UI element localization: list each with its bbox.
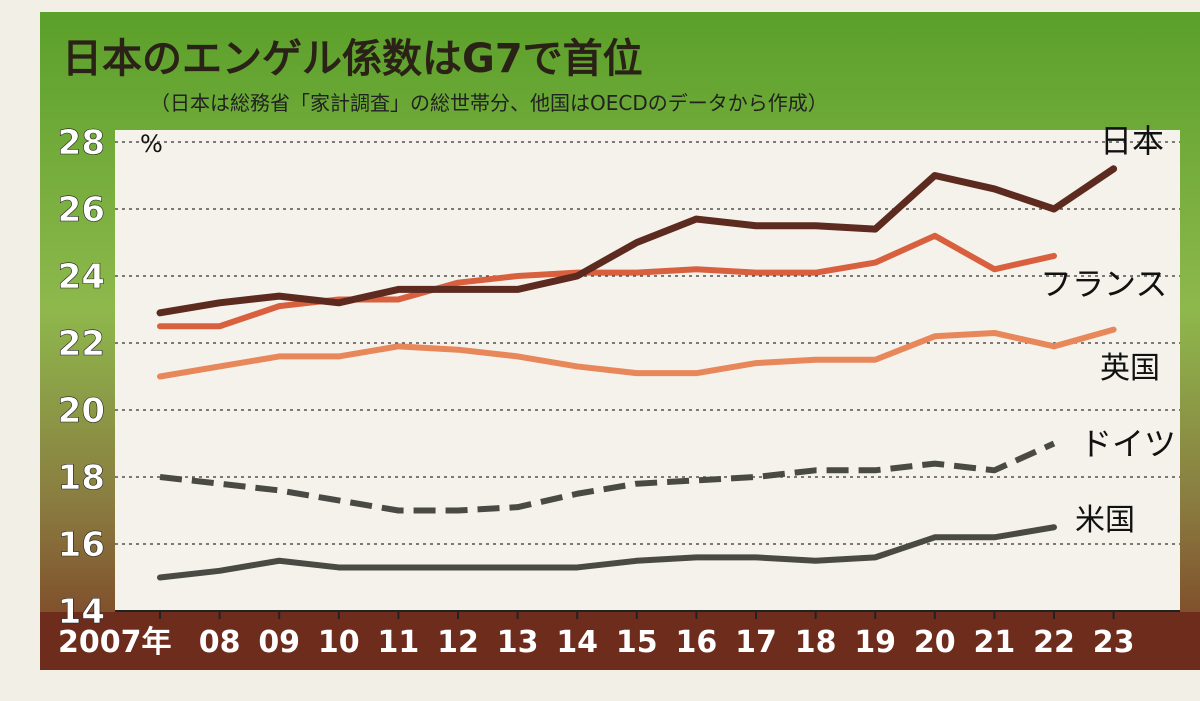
y-tick-label: 28	[58, 123, 105, 163]
y-tick-label: 16	[58, 525, 105, 565]
series-label: 英国	[1100, 351, 1160, 386]
series-lines	[156, 165, 1118, 581]
series-label: ドイツ	[1080, 425, 1176, 463]
y-tick-label: 22	[58, 324, 105, 364]
chart-title: 日本のエンゲル係数はG7で首位	[62, 36, 643, 82]
x-axis: 2007年 08 09 10 11 12 13 14 15 16 17 18 19 20 21 22 23	[58, 611, 1134, 660]
x-tick-label: 16	[676, 625, 718, 660]
series-line	[157, 524, 1057, 581]
y-tick-label: 18	[58, 458, 105, 498]
x-tick-label: 22	[1033, 625, 1075, 660]
x-tick-label: 12	[437, 625, 479, 660]
x-tick-label: 17	[735, 625, 777, 660]
plot-area	[115, 130, 1180, 610]
x-tick-label: 18	[795, 625, 837, 660]
series-label: 日本	[1100, 122, 1164, 160]
x-tick-label: 23	[1093, 625, 1135, 660]
x-tick-label: 2007年	[58, 625, 172, 660]
x-tick-label: 13	[497, 625, 539, 660]
x-axis-band	[40, 612, 1200, 670]
series-line	[156, 165, 1118, 317]
y-tick-label: 26	[58, 190, 105, 230]
chart-subtitle: （日本は総務省「家計調査」の総世帯分、他国はOECDのデータから作成）	[150, 91, 828, 115]
x-tick-label: 08	[199, 625, 241, 660]
y-tick-label: 14	[58, 592, 105, 632]
series-line	[159, 440, 1056, 514]
x-tick-label: 19	[854, 625, 896, 660]
y-tick-label: 24	[58, 257, 105, 297]
x-tick-label: 21	[974, 625, 1016, 660]
x-tick-label: 11	[378, 625, 420, 660]
y-unit-label: %	[140, 130, 163, 158]
y-axis: 14 16 18 20 22 24 26 28	[57, 123, 105, 633]
y-tick-label: 20	[58, 391, 105, 431]
series-label: 米国	[1075, 503, 1135, 538]
grid-lines	[115, 141, 1180, 612]
x-tick-label: 10	[318, 625, 360, 660]
series-label: フランス	[1040, 265, 1167, 303]
x-tick-label: 15	[616, 625, 658, 660]
series-line	[157, 326, 1117, 380]
x-tick-label: 09	[258, 625, 300, 660]
x-tick-label: 14	[556, 625, 598, 660]
x-tick-label: 20	[914, 625, 956, 660]
